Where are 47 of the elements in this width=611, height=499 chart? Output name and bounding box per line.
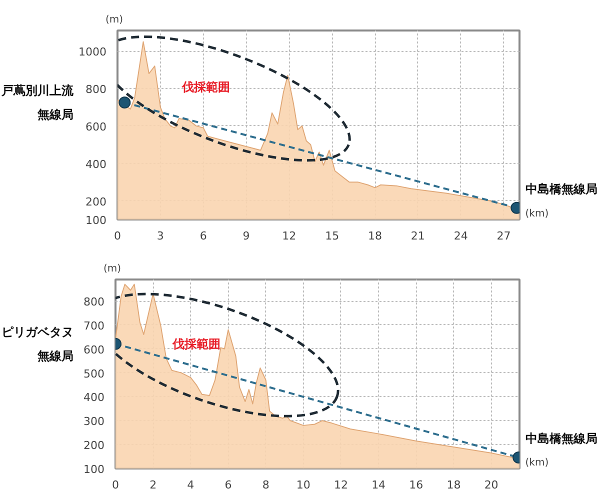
y-tick-label: 700: [84, 319, 105, 332]
x-tick-label: 21: [410, 230, 425, 242]
x-tick-label: 12: [334, 478, 348, 492]
y-tick-label: 200: [86, 195, 107, 208]
x-tick-label: 6: [224, 478, 232, 492]
x-tick-label: 18: [446, 478, 461, 492]
text: 無線局: [36, 108, 74, 122]
text: 戸蔦別川上流: [0, 84, 74, 98]
x-tick-label: 15: [325, 230, 340, 242]
x-tick-label: 20: [484, 478, 498, 492]
y-tick-label: 1000: [78, 46, 107, 59]
x-tick-label: 6: [200, 230, 207, 242]
x-tick-label: 18: [368, 230, 382, 242]
y-tick-label: 400: [84, 391, 105, 404]
x-tick-label: 3: [156, 230, 164, 242]
x-tick-label: 24: [454, 230, 468, 242]
y-axis-title: (m): [104, 264, 122, 274]
x-tick-label: 0: [112, 478, 119, 492]
x-axis-title: (km): [525, 458, 549, 468]
annotation: 伐採範囲: [180, 80, 230, 94]
x-axis-title: (km): [525, 208, 549, 220]
y-tick-label: 800: [84, 296, 105, 309]
y-tick-label: 800: [86, 83, 107, 96]
text: 無線局: [36, 348, 74, 363]
y-tick-label: 600: [86, 120, 107, 134]
y-tick-label: 100: [84, 463, 105, 476]
y-tick-label: 100: [86, 214, 107, 227]
y-tick-label: 200: [84, 439, 105, 452]
annotation: 伐採範囲: [171, 336, 220, 351]
x-tick-label: 9: [242, 230, 250, 242]
x-tick-label: 27: [496, 230, 511, 242]
x-tick-label: 0: [114, 230, 121, 242]
y-axis-title: (m): [106, 14, 124, 26]
x-tick-label: 12: [282, 230, 296, 242]
y-tick-label: 600: [84, 343, 105, 356]
x-tick-label: 4: [187, 478, 194, 492]
y-tick-label: 400: [86, 158, 107, 171]
x-tick-label: 10: [296, 478, 310, 492]
text: 中島橋無線局: [525, 431, 598, 446]
x-tick-label: 8: [262, 478, 270, 492]
x-tick-label: 16: [409, 478, 424, 492]
text: 中島橋無線局: [525, 182, 598, 196]
x-tick-label: 2: [150, 478, 157, 492]
text: ピリガベタヌ: [1, 324, 74, 339]
y-tick-label: 500: [84, 367, 105, 380]
x-tick-label: 14: [372, 478, 386, 492]
y-tick-label: 300: [84, 415, 105, 428]
